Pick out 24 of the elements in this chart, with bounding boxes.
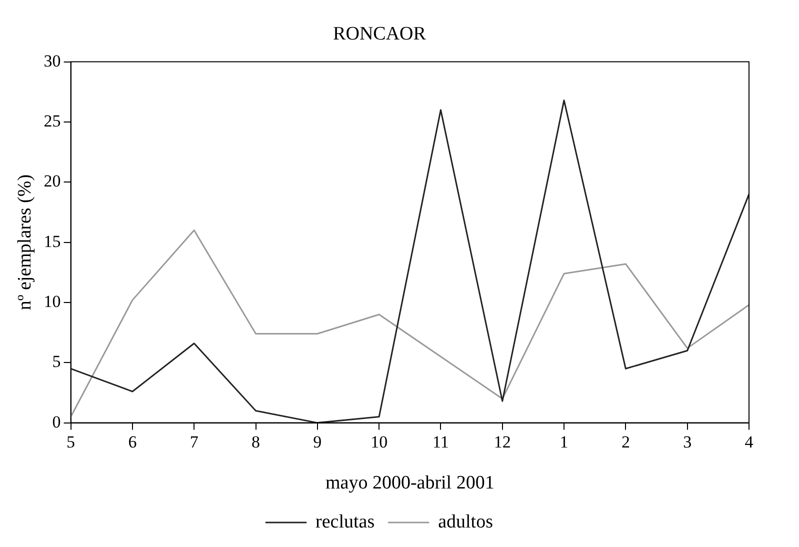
y-tick-label: 5 [52,352,61,372]
legend-label: reclutas [316,511,375,532]
y-axis-title: nº ejemplares (%) [14,174,36,310]
y-tick-label: 30 [44,51,61,70]
x-tick-label: 3 [683,432,692,452]
x-tick-label: 2 [621,432,630,452]
y-tick-label: 20 [44,172,61,191]
legend-label: adultos [438,511,493,532]
x-tick-label: 4 [744,432,754,452]
x-tick-label: 12 [494,432,511,452]
x-tick-label: 1 [560,432,568,452]
y-tick-label: 25 [44,111,61,130]
chart-title: RONCAOR [333,23,426,44]
x-tick-label: 10 [370,432,388,452]
x-tick-label: 8 [252,432,260,452]
x-axis-title: mayo 2000-abril 2001 [325,472,494,494]
x-tick-label: 7 [190,432,199,452]
y-tick-label: 0 [52,412,61,432]
y-tick-label: 15 [44,232,61,251]
x-tick-label: 5 [66,432,76,452]
x-tick-label: 9 [313,432,322,452]
x-tick-label: 11 [432,432,449,452]
x-tick-label: 6 [128,432,137,452]
y-tick-label: 10 [44,292,61,311]
